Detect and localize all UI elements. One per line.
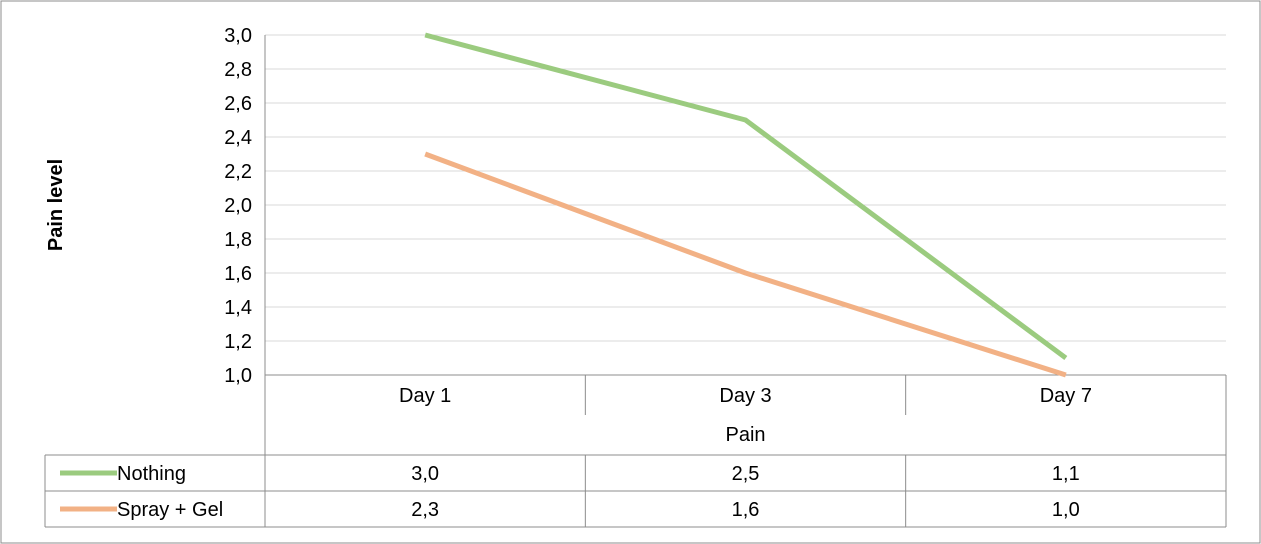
y-tick-label: 1,2 bbox=[224, 331, 252, 353]
y-tick-label: 3,0 bbox=[224, 25, 252, 47]
legend-entry: Nothing bbox=[117, 463, 186, 485]
y-tick-labels: 1,0 1,2 1,4 1,6 1,8 2,0 2,2 2,4 2,6 2,8 3,0 bbox=[224, 25, 252, 387]
data-table-value: 2,5 bbox=[732, 463, 760, 485]
y-tick-label: 1,8 bbox=[224, 229, 252, 251]
data-table-value: 1,0 bbox=[1052, 499, 1080, 521]
y-tick-label: 2,2 bbox=[224, 161, 252, 183]
gridlines bbox=[264, 34, 1226, 375]
category-group-label: Pain bbox=[725, 424, 765, 446]
data-table-value: 1,1 bbox=[1052, 463, 1080, 485]
y-tick-label: 2,8 bbox=[224, 59, 252, 81]
y-tick-label: 2,6 bbox=[224, 93, 252, 115]
y-tick-label: 2,4 bbox=[224, 127, 252, 149]
y-tick-label: 1,0 bbox=[224, 365, 252, 387]
data-table-text: Day 1 Day 3 Day 7 Pain Nothing 3,0 2,5 1,1 Spray… bbox=[60, 385, 1092, 521]
x-tick-label: Day 3 bbox=[719, 385, 771, 407]
y-tick-label: 1,4 bbox=[224, 297, 252, 319]
data-table-value: 3,0 bbox=[411, 463, 439, 485]
y-tick-label: 1,6 bbox=[224, 263, 252, 285]
x-tick-label: Day 1 bbox=[399, 385, 451, 407]
y-tick-label: 2,0 bbox=[224, 195, 252, 217]
data-table-value: 2,3 bbox=[411, 499, 439, 521]
y-axis-title: Pain level bbox=[45, 159, 67, 251]
series-lines bbox=[424, 32, 1068, 378]
legend-entry: Spray + Gel bbox=[117, 499, 223, 521]
x-tick-label: Day 7 bbox=[1040, 385, 1092, 407]
data-table-value: 1,6 bbox=[732, 499, 760, 521]
